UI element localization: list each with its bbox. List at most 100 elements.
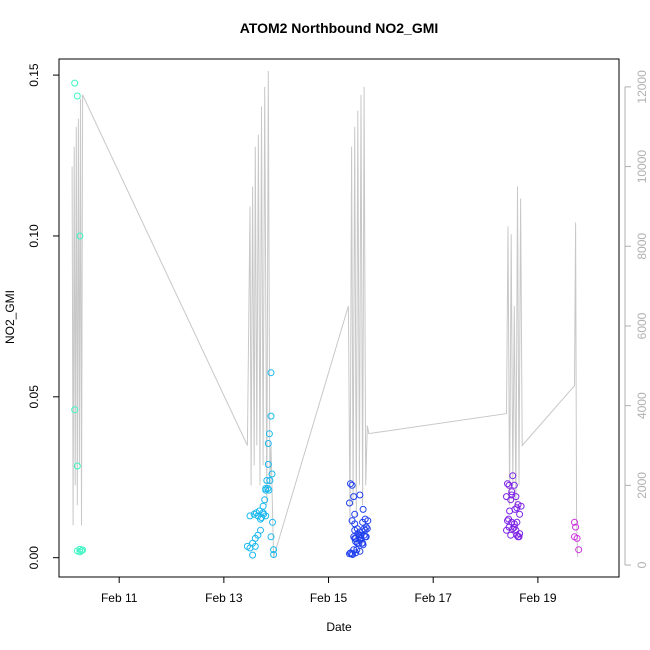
- right-tick-label: 8000: [635, 233, 649, 260]
- y-tick-label: 0.05: [27, 385, 41, 409]
- data-point: [356, 528, 364, 536]
- data-point: [517, 502, 525, 510]
- data-point: [264, 485, 272, 492]
- data-point: [270, 546, 278, 554]
- data-point: [513, 504, 521, 512]
- right-tick-label: 10000: [635, 150, 649, 184]
- series-5: [571, 518, 583, 554]
- data-point: [507, 496, 515, 504]
- data-point: [269, 518, 276, 526]
- data-point: [571, 533, 578, 541]
- data-point: [572, 523, 580, 531]
- x-tick-label: Feb 11: [101, 591, 138, 605]
- data-point: [508, 491, 516, 499]
- data-point: [76, 232, 84, 240]
- data-point: [505, 515, 513, 523]
- data-point: [361, 515, 369, 523]
- data-point: [350, 493, 358, 501]
- data-point: [504, 517, 511, 525]
- data-point: [363, 525, 371, 533]
- chart-title: ATOM2 Northbound NO2_GMI: [240, 20, 439, 36]
- x-axis: Feb 11 Feb 13 Feb 15 Feb 17 Feb 19: [101, 577, 557, 605]
- data-point: [246, 512, 254, 520]
- data-point: [348, 550, 356, 558]
- data-point: [509, 472, 517, 480]
- data-point: [516, 510, 524, 518]
- x-tick-label: Feb 17: [415, 591, 453, 605]
- right-tick-label: 6000: [635, 312, 649, 339]
- data-point: [264, 460, 272, 468]
- data-point: [250, 510, 258, 518]
- data-point: [251, 542, 259, 550]
- data-point: [362, 523, 370, 531]
- x-tick-label: Feb 19: [519, 591, 557, 605]
- x-axis-label: Date: [326, 620, 352, 634]
- data-point: [267, 369, 275, 377]
- data-point: [346, 499, 353, 507]
- data-point: [352, 549, 360, 557]
- data-point: [356, 491, 364, 499]
- data-point: [73, 462, 81, 470]
- series-1: [71, 79, 87, 556]
- data-point: [73, 92, 81, 100]
- data-point: [260, 510, 268, 518]
- y-tick-label: 0.15: [27, 63, 41, 87]
- data-point: [571, 518, 578, 526]
- series-4: [503, 472, 525, 541]
- right-tick-label: 4000: [635, 392, 649, 419]
- data-point: [347, 480, 354, 488]
- series-2: [243, 369, 278, 559]
- data-point: [261, 496, 269, 504]
- data-point: [259, 502, 267, 510]
- data-point: [360, 525, 368, 533]
- data-point: [359, 541, 367, 549]
- data-point: [255, 507, 263, 515]
- data-point: [515, 533, 523, 541]
- data-point: [249, 551, 257, 559]
- data-point: [355, 539, 363, 547]
- data-point: [263, 477, 271, 484]
- data-point: [262, 512, 270, 520]
- data-point: [506, 507, 514, 515]
- right-tick-label: 2000: [635, 472, 649, 499]
- data-point: [266, 477, 274, 484]
- x-tick-label: Feb 13: [205, 591, 243, 605]
- data-point: [512, 493, 520, 501]
- y-axis-label: NO2_GMI: [3, 290, 17, 344]
- data-point: [264, 440, 272, 447]
- data-point: [79, 546, 87, 554]
- right-tick-label: 0: [635, 561, 649, 568]
- y-tick-label: 0.00: [27, 546, 41, 570]
- data-point: [504, 480, 511, 488]
- altitude-line-layer: [71, 70, 579, 558]
- right-y-axis: 0 2000 4000 6000 8000 10000 12000: [624, 70, 649, 568]
- data-point: [348, 481, 356, 489]
- data-point: [267, 412, 275, 420]
- data-point: [270, 551, 278, 558]
- right-tick-label: 12000: [635, 70, 649, 104]
- data-point: [361, 533, 369, 541]
- data-point: [513, 531, 521, 539]
- data-point: [510, 481, 518, 489]
- data-point: [507, 531, 515, 539]
- data-point: [356, 547, 364, 555]
- data-point: [71, 406, 79, 414]
- y-tick-label: 0.10: [27, 224, 41, 248]
- series-3: [346, 480, 372, 558]
- data-point: [359, 505, 367, 513]
- scatter-points-layer: [71, 79, 583, 559]
- data-point: [351, 510, 359, 518]
- data-point: [265, 430, 273, 438]
- data-point: [575, 546, 583, 554]
- data-point: [505, 481, 513, 489]
- y-axis: 0.00 0.05 0.10 0.15: [27, 63, 59, 569]
- plot-frame: [58, 58, 620, 578]
- data-point: [508, 488, 516, 496]
- data-point: [268, 470, 276, 478]
- data-point: [354, 530, 362, 538]
- data-point: [358, 539, 366, 547]
- data-point: [510, 523, 518, 531]
- altitude-series-line: [71, 70, 579, 558]
- data-point: [351, 534, 359, 542]
